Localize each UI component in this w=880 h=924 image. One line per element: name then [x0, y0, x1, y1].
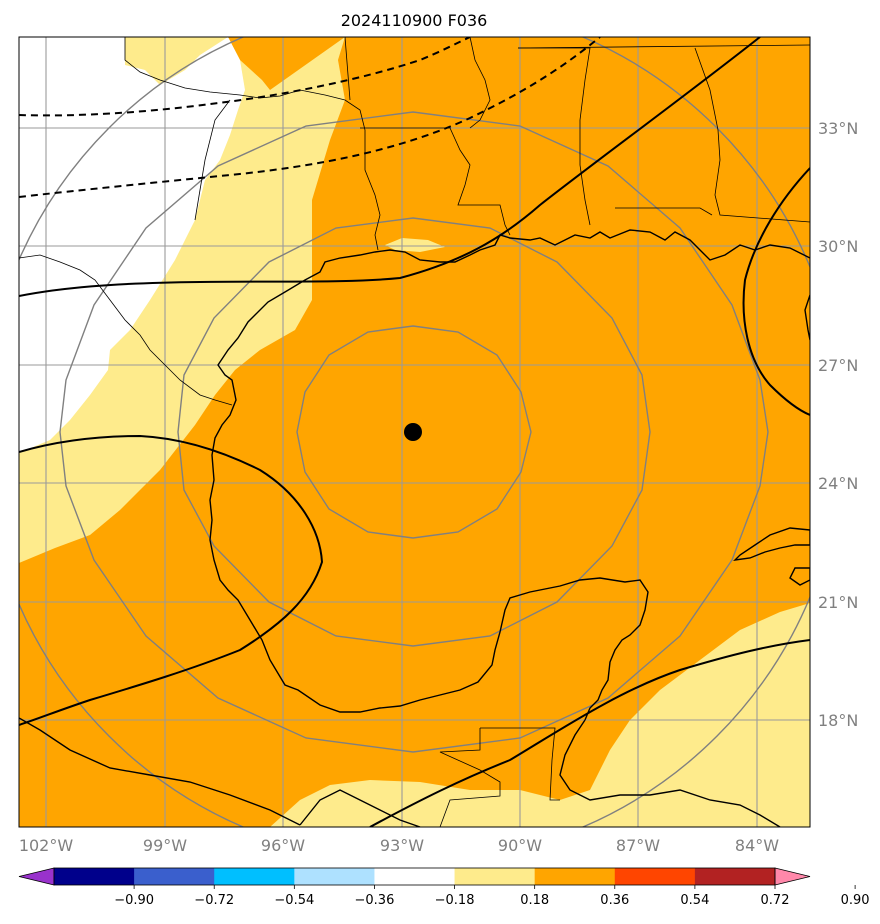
cuba-west	[789, 567, 810, 586]
colorbar-segment	[454, 868, 536, 885]
colorbar-label: 0.90	[841, 893, 870, 908]
guatemala-coast	[299, 789, 421, 827]
contour-solid-east	[742, 167, 810, 416]
lat-label-24: 24°N	[818, 474, 858, 493]
land-blank-north	[19, 37, 245, 453]
lon-label-93: 93°W	[380, 836, 424, 855]
colorbar-segment	[534, 868, 616, 885]
florida-coast	[804, 294, 810, 341]
colorbar-label: 0.72	[761, 893, 790, 908]
range-ring-3	[59, 111, 769, 753]
field-light-patch	[385, 238, 445, 252]
contour-solid-southeast	[369, 639, 810, 827]
range-ring-inner	[296, 325, 532, 539]
new-mexico-border	[194, 99, 231, 221]
lon-label-84: 84°W	[735, 836, 779, 855]
colorbar-segment	[54, 868, 135, 885]
colorbar: −0.90 −0.72 −0.54 −0.36 −0.18 0.18 0.36 0.54 0.7…	[18, 867, 870, 908]
range-rings	[19, 37, 810, 827]
lon-label-96: 96°W	[261, 836, 305, 855]
colorbar-segment	[214, 868, 295, 885]
guatemala-border	[439, 727, 560, 827]
map-frame	[18, 36, 811, 828]
central-america-coast	[559, 719, 781, 827]
colorbar-label: −0.90	[114, 893, 154, 908]
colorbar-segment	[294, 868, 375, 885]
lon-label-99: 99°W	[143, 836, 187, 855]
map-body	[19, 37, 810, 827]
lon-label-102: 102°W	[19, 836, 74, 855]
colorbar-label: −0.72	[194, 893, 234, 908]
colorbar-label: −0.54	[274, 893, 314, 908]
map-title: 2024110900 F036	[341, 11, 488, 30]
us-gulf-coast	[209, 229, 810, 721]
colorbar-frame	[53, 867, 776, 886]
lat-labels: 33°N 30°N 27°N 24°N 21°N 18°N	[818, 119, 858, 730]
graticule	[19, 37, 810, 827]
storm-center-marker	[404, 423, 422, 441]
colorbar-segment	[374, 868, 456, 885]
colorbar-segment	[694, 868, 776, 885]
lon-label-87: 87°W	[616, 836, 660, 855]
cuba-coast	[733, 527, 810, 561]
colorbar-extend-low	[18, 867, 55, 886]
colorbar-label: −0.36	[355, 893, 395, 908]
lat-label-33: 33°N	[818, 119, 858, 138]
alabama-georgia-border	[694, 47, 810, 223]
lat-label-18: 18°N	[818, 711, 858, 730]
lat-label-21: 21°N	[818, 593, 858, 612]
colorbar-label: −0.18	[435, 893, 475, 908]
lon-labels: 102°W 99°W 96°W 93°W 90°W 87°W 84°W	[19, 836, 779, 855]
lon-label-90: 90°W	[498, 836, 542, 855]
us-mexico-border	[19, 254, 233, 406]
contour-dashed-north	[19, 37, 471, 117]
mississippi-alabama-border	[518, 47, 591, 226]
contours	[19, 37, 810, 827]
lat-label-30: 30°N	[818, 237, 858, 256]
colorbar-extend-high	[774, 867, 811, 886]
field-light-southeast	[270, 603, 810, 827]
contour-dashed-mid	[19, 37, 601, 198]
arkansas-border	[344, 37, 491, 129]
colorbar-segment	[134, 868, 215, 885]
louisiana-border	[360, 127, 511, 236]
colorbar-label: 0.36	[600, 893, 629, 908]
lat-label-27: 27°N	[818, 356, 858, 375]
mexico-pacific-coast	[19, 717, 301, 826]
contour-solid-southwest	[19, 434, 324, 726]
coastlines	[19, 229, 810, 827]
colorbar-label: 0.18	[520, 893, 549, 908]
colorbar-segment	[614, 868, 696, 885]
contour-solid-northwest	[19, 37, 761, 297]
tennessee-border	[517, 44, 810, 49]
colorbar-label: 0.54	[680, 893, 709, 908]
florida-panhandle-border	[615, 207, 713, 216]
range-ring-2	[177, 217, 651, 647]
